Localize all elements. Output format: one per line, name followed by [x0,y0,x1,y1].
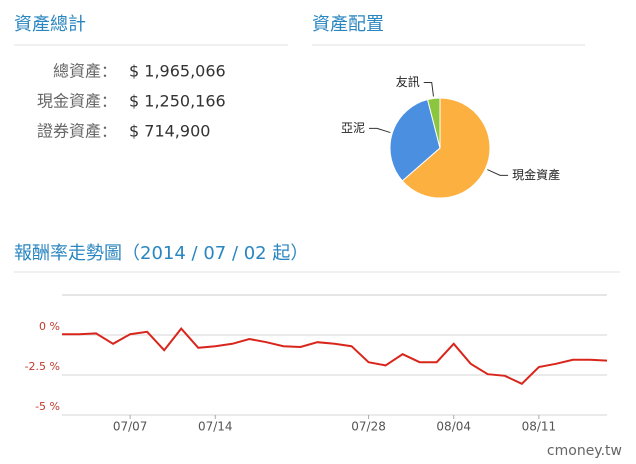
leader-line [487,169,509,176]
footer: cmoney.tw [547,443,622,459]
pie-slice [426,97,441,149]
asset-label: 證券資產： [37,122,117,141]
leader-line [423,82,434,97]
leader-line [368,127,391,134]
asset-value: $ 714,900 [129,122,210,141]
asset-value: $ 1,965,066 [129,62,226,81]
pie-label: 友訊 [396,74,420,89]
pie-title: 資產配置 [312,14,384,35]
asset-label: 現金資產： [37,92,117,111]
line-title: 報酬率走勢圖（2014 / 07 / 02 起） [14,243,308,264]
y-tick-label: -5 % [35,400,60,413]
line-series [62,327,608,386]
pie-slice [401,97,491,199]
x-tick-label: 07/28 [351,420,386,434]
pie-label: 現金資產 [512,167,560,182]
y-tick-label: 0 % [39,320,60,333]
x-tick-label: 07/07 [113,420,148,434]
asset-value: $ 1,250,166 [129,92,226,111]
pie-slice [389,98,441,182]
pie-label: 亞泥 [341,121,365,135]
x-tick-label: 07/14 [198,420,233,434]
x-tick-label: 08/11 [522,420,557,434]
assets-title: 資產總計 [14,14,86,35]
x-tick-label: 08/04 [436,420,471,434]
asset-label: 總資產： [53,62,117,81]
y-tick-label: -2.5 % [25,360,60,373]
